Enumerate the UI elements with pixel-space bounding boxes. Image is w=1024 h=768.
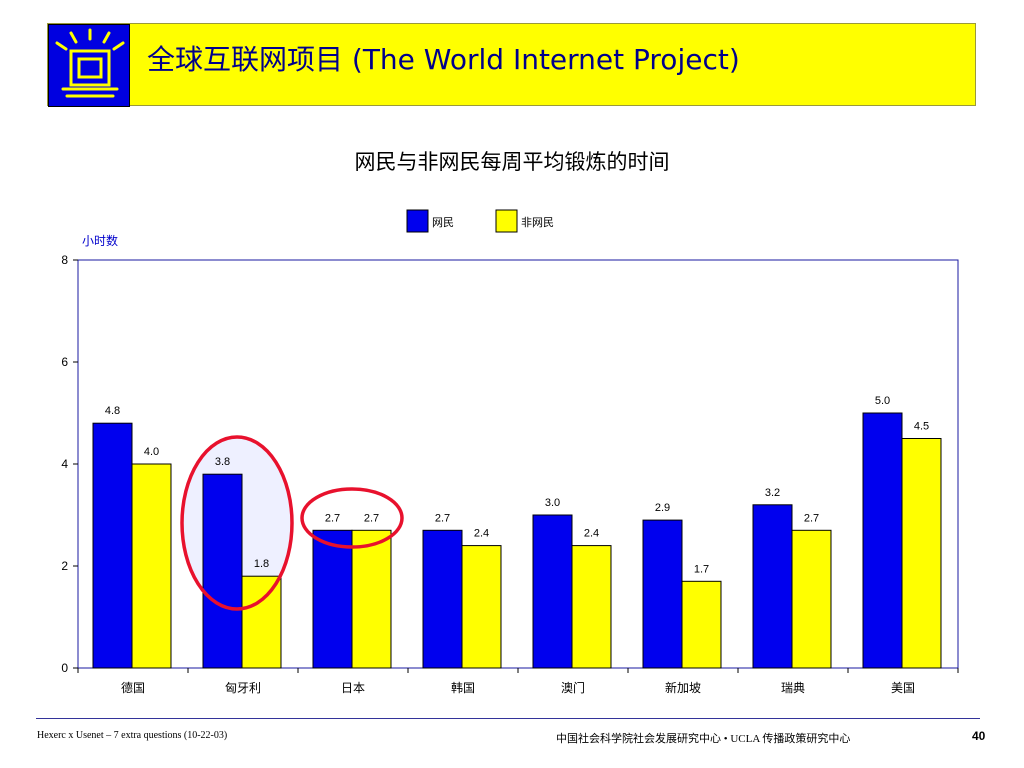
y-tick-label: 2 — [61, 559, 68, 573]
data-label: 3.0 — [545, 497, 560, 509]
bar-internet-users — [422, 529, 463, 669]
data-label: 2.4 — [474, 528, 489, 540]
bar-internet-users — [92, 422, 133, 669]
data-label: 2.4 — [584, 528, 599, 540]
y-tick-label: 0 — [61, 661, 68, 675]
x-tick-label: 日本 — [341, 681, 365, 695]
data-label: 3.8 — [215, 456, 230, 468]
gate-logo-icon — [48, 24, 130, 107]
data-label: 2.7 — [364, 512, 379, 524]
bar-non-users — [461, 545, 502, 669]
y-axis-label: 小时数 — [82, 233, 118, 248]
bar-internet-users — [642, 519, 683, 669]
bar-internet-users — [752, 504, 793, 669]
x-tick-label: 澳门 — [561, 680, 585, 695]
footer-left-text: Hexerc x Usenet – 7 extra questions (10-… — [37, 730, 228, 741]
page-title: 全球互联网项目 (The World Internet Project) — [147, 43, 740, 76]
title-banner: 全球互联网项目 (The World Internet Project) — [47, 23, 976, 107]
legend-swatch — [495, 209, 518, 233]
y-tick-label: 4 — [61, 457, 68, 471]
bar-non-users — [351, 529, 392, 669]
x-tick-label: 德国 — [121, 680, 145, 695]
x-tick-label: 韩国 — [451, 680, 475, 695]
data-label: 4.0 — [144, 446, 159, 458]
chart-title: 网民与非网民每周平均锻炼的时间 — [354, 150, 670, 174]
data-label: 2.7 — [435, 512, 450, 524]
x-tick-label: 美国 — [891, 681, 915, 695]
bar-internet-users — [202, 473, 243, 669]
y-tick-label: 8 — [61, 253, 68, 267]
data-label: 3.2 — [765, 487, 780, 499]
bar-non-users — [131, 463, 172, 669]
legend-label: 非网民 — [521, 216, 554, 229]
footer-center-text: 中国社会科学院社会发展研究中心 • UCLA 传播政策研究中心 — [556, 733, 851, 745]
highlight-circle — [180, 435, 294, 611]
data-label: 5.0 — [875, 395, 890, 407]
highlight-circle — [300, 487, 404, 549]
data-label: 2.9 — [655, 502, 670, 514]
data-label: 4.5 — [914, 421, 929, 433]
bar-internet-users — [312, 529, 353, 669]
data-label: 1.8 — [254, 558, 269, 570]
footer-divider — [36, 718, 980, 719]
legend-swatch — [406, 209, 429, 233]
data-label: 2.7 — [804, 512, 819, 524]
bar-non-users — [681, 580, 722, 669]
y-tick-label: 6 — [61, 355, 68, 369]
bar-non-users — [571, 545, 612, 669]
data-label: 1.7 — [694, 563, 709, 575]
bar-internet-users — [862, 412, 903, 669]
data-label: 4.8 — [105, 405, 120, 417]
bar-internet-users — [532, 514, 573, 669]
x-tick-label: 匈牙利 — [225, 681, 261, 695]
bar-non-users — [791, 529, 832, 669]
bar-non-users — [901, 438, 942, 669]
bar-non-users — [241, 575, 282, 669]
x-tick-label: 新加坡 — [665, 680, 701, 695]
x-tick-label: 瑞典 — [781, 681, 805, 695]
legend-label: 网民 — [432, 217, 454, 229]
data-label: 2.7 — [325, 512, 340, 524]
page-number: 40 — [972, 729, 986, 743]
